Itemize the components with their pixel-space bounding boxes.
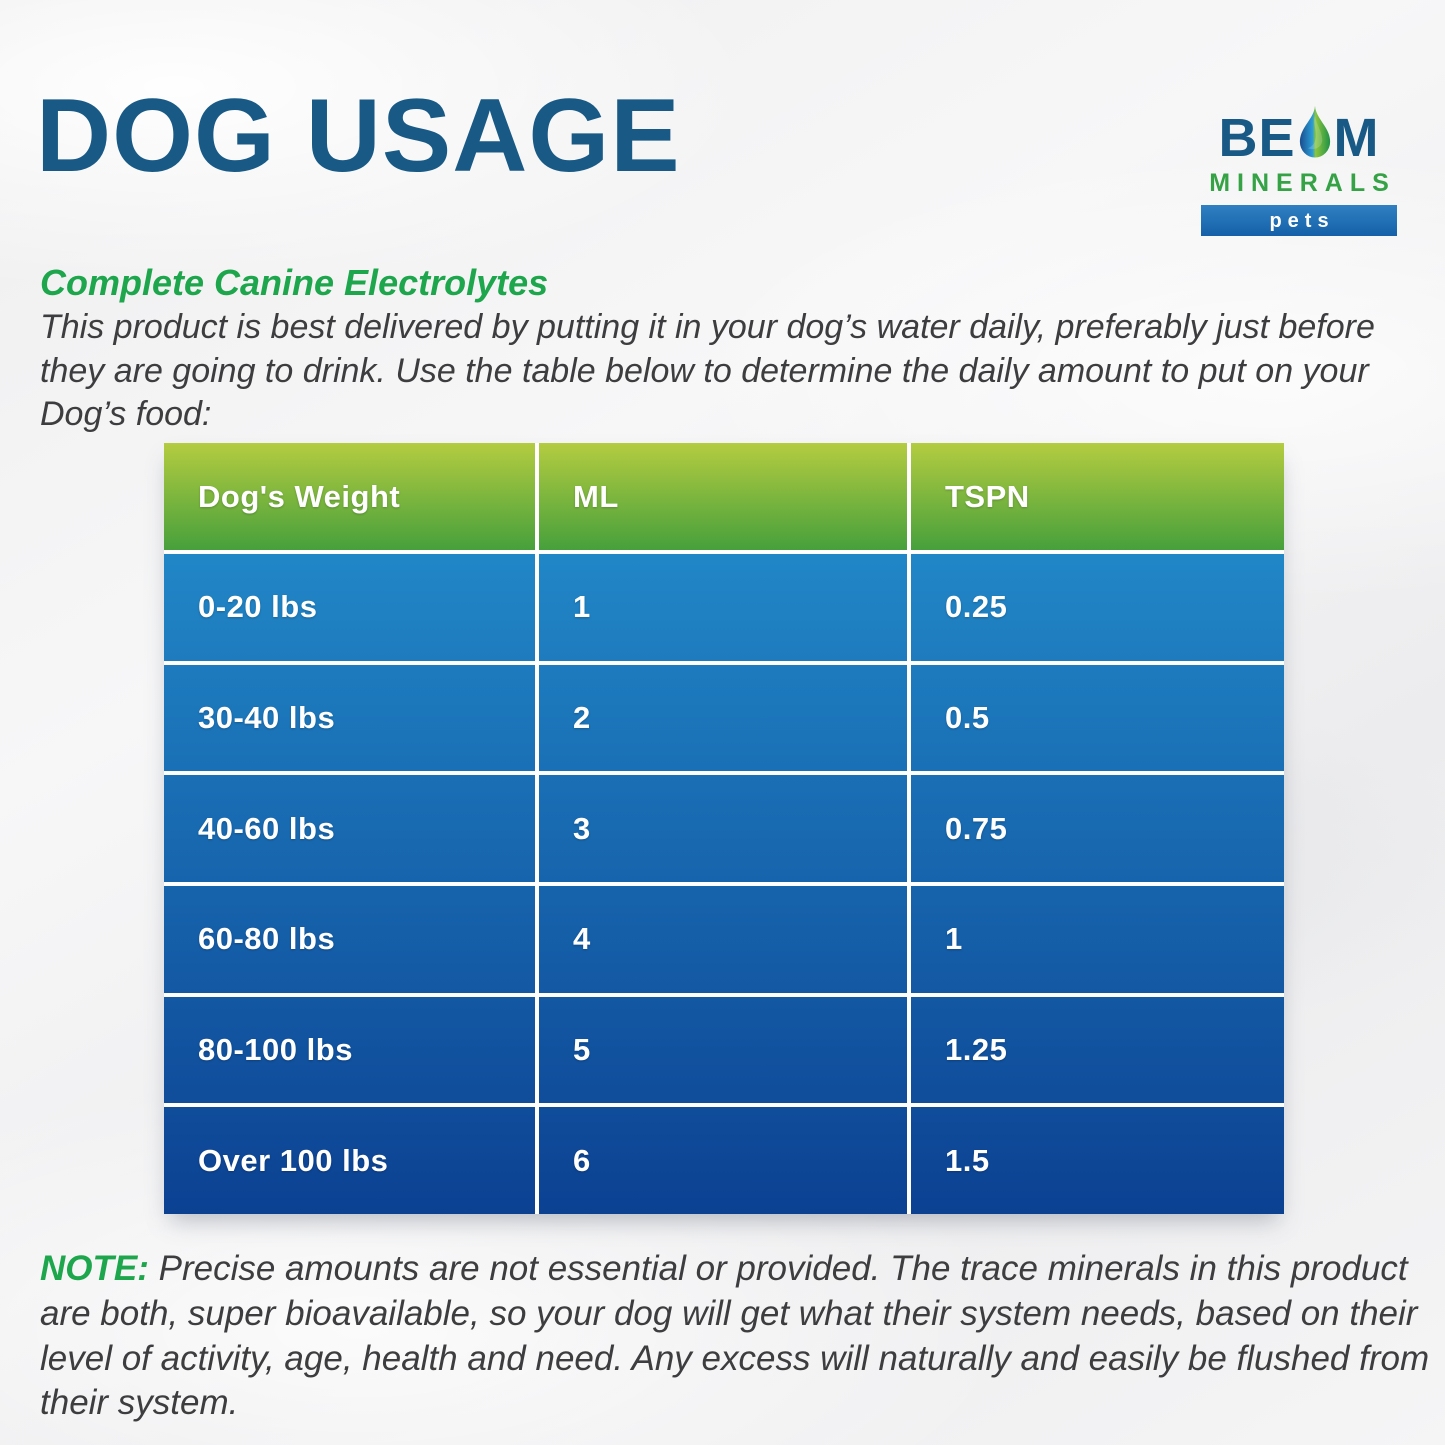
cell-weight: 0-20 lbs: [198, 589, 318, 625]
table-row: 0-20 lbs 1 0.25: [164, 550, 1284, 661]
note-label: NOTE:: [40, 1249, 149, 1288]
subtitle: Complete Canine Electrolytes: [40, 262, 549, 303]
table-row: 80-100 lbs 5 1.25: [164, 992, 1284, 1104]
header-cell-dogs-weight: Dog's Weight: [198, 478, 401, 514]
header-cell-tspn: TSPN: [907, 443, 1284, 550]
cell-ml: 6: [535, 1107, 907, 1215]
brand-wordmark-left: BE: [1218, 107, 1296, 168]
cell-weight: 30-40 lbs: [198, 700, 336, 735]
brand-wordmark: BE M: [1218, 104, 1380, 168]
brand-wordmark-right: M: [1333, 107, 1380, 168]
cell-ml: 5: [535, 996, 907, 1104]
cell-tspn: 0.25: [907, 554, 1284, 661]
table-row: 30-40 lbs 2 0.5: [164, 660, 1284, 772]
cell-tspn: 0.75: [907, 775, 1284, 883]
table-header-row: Dog's Weight ML TSPN: [164, 443, 1284, 550]
dosage-table: Dog's Weight ML TSPN 0-20 lbs 1 0.25 30-…: [164, 443, 1284, 1215]
intro-paragraph: This product is best delivered by puttin…: [40, 308, 1375, 434]
cell-weight: 80-100 lbs: [198, 1032, 353, 1068]
cell-ml: 4: [535, 886, 907, 993]
cell-weight: 60-80 lbs: [198, 921, 336, 957]
brand-minerals-text: MINERALS: [1209, 169, 1396, 197]
cell-tspn: 0.5: [907, 664, 1284, 772]
table-body: 0-20 lbs 1 0.25 30-40 lbs 2 0.5 40-60 lb…: [164, 550, 1284, 1215]
brand-pets-text: pets: [1269, 209, 1335, 232]
water-drop-icon: [1299, 105, 1330, 158]
brand-pets-bar: pets: [1201, 205, 1397, 236]
note-text: Precise amounts are not essential or pro…: [40, 1249, 1430, 1423]
cell-ml: 1: [535, 554, 907, 661]
cell-tspn: 1.5: [907, 1107, 1284, 1215]
cell-ml: 3: [535, 775, 907, 883]
cell-tspn: 1: [907, 886, 1284, 993]
page-title: DOG USAGE: [36, 78, 681, 194]
table-row: 60-80 lbs 4 1: [164, 882, 1284, 993]
cell-ml: 2: [535, 664, 907, 772]
table-row: Over 100 lbs 6 1.5: [164, 1103, 1284, 1215]
cell-weight: Over 100 lbs: [198, 1142, 389, 1178]
cell-weight: 40-60 lbs: [198, 810, 336, 846]
brand-logo: BE M MINERALS pets: [1198, 104, 1400, 236]
table-row: 40-60 lbs 3 0.75: [164, 771, 1284, 883]
header-cell-ml: ML: [535, 443, 907, 550]
cell-tspn: 1.25: [907, 996, 1284, 1104]
note-paragraph: NOTE: Precise amounts are not essential …: [40, 1247, 1442, 1426]
